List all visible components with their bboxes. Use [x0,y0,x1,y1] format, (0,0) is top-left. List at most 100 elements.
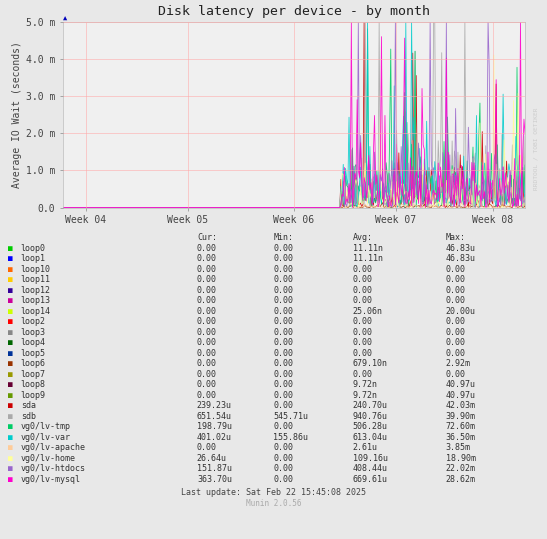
Text: ■: ■ [8,349,13,358]
Text: 42.03m: 42.03m [446,401,476,410]
Text: 0.00: 0.00 [274,464,294,473]
Text: 0.00: 0.00 [274,307,294,316]
Text: 22.02m: 22.02m [446,464,476,473]
Text: 0.00: 0.00 [353,275,373,284]
Text: 18.90m: 18.90m [446,454,476,463]
Text: 0.00: 0.00 [274,317,294,326]
Text: 0.00: 0.00 [197,338,217,347]
Text: 0.00: 0.00 [274,370,294,379]
Text: loop4: loop4 [21,338,46,347]
Text: 11.11n: 11.11n [353,254,383,263]
Text: ■: ■ [8,286,13,295]
Text: 0.00: 0.00 [197,244,217,253]
Text: 46.83u: 46.83u [446,244,476,253]
Text: 155.86u: 155.86u [274,433,309,442]
Text: 0.00: 0.00 [274,286,294,295]
Text: ■: ■ [8,254,13,263]
Text: ▲: ▲ [63,16,67,22]
Text: 0.00: 0.00 [197,254,217,263]
Text: 0.00: 0.00 [197,391,217,400]
Text: ■: ■ [8,244,13,253]
Title: Disk latency per device - by month: Disk latency per device - by month [158,5,430,18]
Text: ■: ■ [8,328,13,337]
Text: 0.00: 0.00 [274,349,294,358]
Text: ■: ■ [8,296,13,305]
Text: 0.00: 0.00 [446,296,466,305]
Text: 239.23u: 239.23u [197,401,232,410]
Text: vg0/lv-home: vg0/lv-home [21,454,76,463]
Text: 72.60m: 72.60m [446,423,476,431]
Text: 401.02u: 401.02u [197,433,232,442]
Text: 240.70u: 240.70u [353,401,388,410]
Text: loop10: loop10 [21,265,51,274]
Text: 0.00: 0.00 [353,349,373,358]
Text: loop1: loop1 [21,254,46,263]
Text: 0.00: 0.00 [446,317,466,326]
Text: 0.00: 0.00 [274,338,294,347]
Text: ■: ■ [8,423,13,431]
Text: 40.97u: 40.97u [446,381,476,389]
Text: 940.76u: 940.76u [353,412,388,421]
Text: 0.00: 0.00 [197,275,217,284]
Text: 0.00: 0.00 [274,275,294,284]
Text: 669.61u: 669.61u [353,475,388,484]
Text: 0.00: 0.00 [274,391,294,400]
Text: ■: ■ [8,401,13,410]
Text: ■: ■ [8,265,13,274]
Text: 651.54u: 651.54u [197,412,232,421]
Text: ■: ■ [8,464,13,473]
Text: 0.00: 0.00 [446,349,466,358]
Text: 0.00: 0.00 [353,317,373,326]
Y-axis label: Average IO Wait (seconds): Average IO Wait (seconds) [11,41,22,188]
Text: loop7: loop7 [21,370,46,379]
Text: 0.00: 0.00 [274,296,294,305]
Text: 0.00: 0.00 [197,349,217,358]
Text: 0.00: 0.00 [446,338,466,347]
Text: ■: ■ [8,433,13,442]
Text: 0.00: 0.00 [353,265,373,274]
Text: 0.00: 0.00 [446,265,466,274]
Text: sda: sda [21,401,36,410]
Text: 36.50m: 36.50m [446,433,476,442]
Text: 545.71u: 545.71u [274,412,309,421]
Text: 9.72n: 9.72n [353,391,378,400]
Text: loop0: loop0 [21,244,46,253]
Text: 0.00: 0.00 [274,265,294,274]
Text: 0.00: 0.00 [274,423,294,431]
Text: 151.87u: 151.87u [197,464,232,473]
Text: 11.11n: 11.11n [353,244,383,253]
Text: 0.00: 0.00 [197,443,217,452]
Text: 2.61u: 2.61u [353,443,378,452]
Text: 0.00: 0.00 [274,254,294,263]
Text: vg0/lv-htdocs: vg0/lv-htdocs [21,464,86,473]
Text: 0.00: 0.00 [197,370,217,379]
Text: ■: ■ [8,275,13,284]
Text: 40.97u: 40.97u [446,391,476,400]
Text: ■: ■ [8,391,13,400]
Text: 28.62m: 28.62m [446,475,476,484]
Text: 0.00: 0.00 [446,370,466,379]
Text: loop5: loop5 [21,349,46,358]
Text: ■: ■ [8,307,13,316]
Text: ■: ■ [8,317,13,326]
Text: loop11: loop11 [21,275,51,284]
Text: 0.00: 0.00 [197,296,217,305]
Text: 0.00: 0.00 [274,328,294,337]
Text: Munin 2.0.56: Munin 2.0.56 [246,499,301,508]
Text: ■: ■ [8,381,13,389]
Text: RRDTOOL / TOBI OETIKER: RRDTOOL / TOBI OETIKER [534,108,539,190]
Text: ■: ■ [8,454,13,463]
Text: 0.00: 0.00 [197,317,217,326]
Text: 0.00: 0.00 [197,265,217,274]
Text: 679.10n: 679.10n [353,359,388,368]
Text: vg0/lv-apache: vg0/lv-apache [21,443,86,452]
Text: 0.00: 0.00 [353,370,373,379]
Text: 0.00: 0.00 [274,443,294,452]
Text: 0.00: 0.00 [274,401,294,410]
Text: loop13: loop13 [21,296,51,305]
Text: 613.04u: 613.04u [353,433,388,442]
Text: Max:: Max: [446,233,466,242]
Text: 0.00: 0.00 [274,454,294,463]
Text: vg0/lv-mysql: vg0/lv-mysql [21,475,81,484]
Text: Avg:: Avg: [353,233,373,242]
